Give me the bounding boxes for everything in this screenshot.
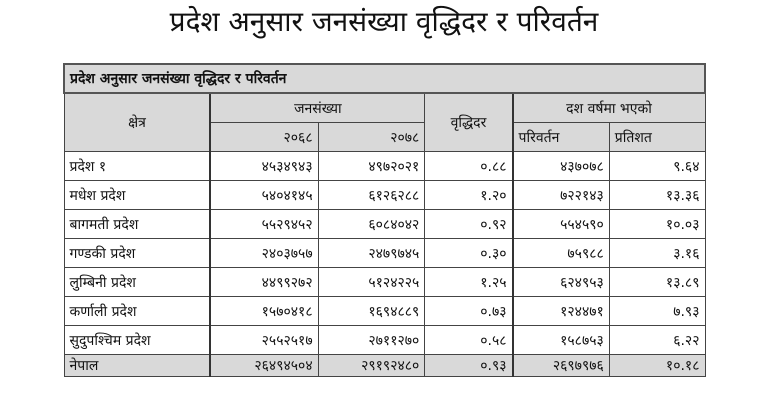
table-row: बागमती प्रदेश ५५२९४५२ ६०८४०४२ ०.९२ ५५४५९० १०.… bbox=[63, 209, 706, 239]
cell-pop2068: १५७०४१८ bbox=[209, 296, 319, 326]
header-change: परिवर्तन bbox=[512, 122, 610, 152]
header-region: क्षेत्र bbox=[63, 92, 212, 152]
table-row-total: नेपाल २६४९४५०४ २९१९२४८० ०.९३ २६९७९७६ १०.… bbox=[63, 354, 706, 377]
table-row: सुदुपश्चिम प्रदेश २५५२५१७ २७११२७० ०.५८ १५८७५… bbox=[63, 325, 706, 355]
cell-pop2068: ४४९९२७२ bbox=[209, 267, 319, 297]
cell-pop-2078: २९१९२४८० bbox=[317, 354, 426, 377]
cell-growth: १.२५ bbox=[424, 267, 514, 297]
cell-region: सुदुपश्चिम प्रदेश bbox=[63, 325, 212, 355]
cell-pop2078: २४७९७४५ bbox=[317, 238, 426, 268]
cell-region: लुम्बिनी प्रदेश bbox=[63, 267, 212, 297]
cell-region: कर्णाली प्रदेश bbox=[63, 296, 212, 326]
cell-growth: ०.५८ bbox=[424, 325, 514, 355]
table-row: मधेश प्रदेश ५४०४१४५ ६१२६२८८ १.२० ७२२१४३ १३.३६ bbox=[63, 180, 706, 210]
cell-region: मधेश प्रदेश bbox=[63, 180, 212, 210]
cell-growth: ०.७३ bbox=[424, 296, 514, 326]
cell-percent: ९.६४ bbox=[608, 151, 706, 181]
cell-change: ७५९८८ bbox=[512, 238, 610, 268]
cell-percent: ३.१६ bbox=[608, 238, 706, 268]
cell-region: गण्डकी प्रदेश bbox=[63, 238, 212, 268]
cell-growth: १.२० bbox=[424, 180, 514, 210]
table-row: कर्णाली प्रदेश १५७०४१८ १६९४८८९ ०.७३ १२४४७१ ७.… bbox=[63, 296, 706, 326]
cell-pop2078: १६९४८८९ bbox=[317, 296, 426, 326]
table-row: प्रदेश १ ४५३४९४३ ४९७२०२१ ०.८८ ४३७०७८ ९.६४ bbox=[63, 151, 706, 181]
cell-change: ५५४५९० bbox=[512, 209, 610, 239]
table-row: गण्डकी प्रदेश २४०३७५७ २४७९७४५ ०.३० ७५९८८ ३.१६ bbox=[63, 238, 706, 268]
cell-pop2068: ५४०४१४५ bbox=[209, 180, 319, 210]
cell-region: बागमती प्रदेश bbox=[63, 209, 212, 239]
cell-percent: १०.१८ bbox=[608, 354, 706, 377]
cell-percent: १०.०३ bbox=[608, 209, 706, 239]
header-growth-rate: वृद्धिदर bbox=[424, 92, 514, 152]
cell-change: ४३७०७८ bbox=[512, 151, 610, 181]
cell-percent: ६.२२ bbox=[608, 325, 706, 355]
cell-pop-2068: २६४९४५०४ bbox=[209, 354, 319, 377]
cell-pop2068: ५५२९४५२ bbox=[209, 209, 319, 239]
header-percent: प्रतिशत bbox=[608, 122, 706, 152]
cell-pop2078: ५१२४२२५ bbox=[317, 267, 426, 297]
cell-percent: १३.८९ bbox=[608, 267, 706, 297]
cell-change: ७२२१४३ bbox=[512, 180, 610, 210]
header-population: जनसंख्या bbox=[209, 92, 426, 123]
cell-region: प्रदेश १ bbox=[63, 151, 212, 181]
cell-change: १५८७५३ bbox=[512, 325, 610, 355]
cell-pop2078: २७११२७० bbox=[317, 325, 426, 355]
table-row: लुम्बिनी प्रदेश ४४९९२७२ ५१२४२२५ १.२५ ६२४९५३ १… bbox=[63, 267, 706, 297]
header-year-2078: २०७८ bbox=[317, 122, 426, 152]
header-ten-year: दश वर्षमा भएको bbox=[512, 92, 706, 123]
cell-region: नेपाल bbox=[63, 354, 212, 377]
cell-percent: १३.३६ bbox=[608, 180, 706, 210]
cell-pop2068: २४०३७५७ bbox=[209, 238, 319, 268]
cell-growth: ०.३० bbox=[424, 238, 514, 268]
cell-pop2078: ४९७२०२१ bbox=[317, 151, 426, 181]
cell-pop2068: २५५२५१७ bbox=[209, 325, 319, 355]
cell-change: ६२४९५३ bbox=[512, 267, 610, 297]
cell-growth: ०.९३ bbox=[424, 354, 514, 377]
cell-change: १२४४७१ bbox=[512, 296, 610, 326]
header-year-2068: २०६८ bbox=[209, 122, 319, 152]
cell-pop2068: ४५३४९४३ bbox=[209, 151, 319, 181]
table-caption: प्रदेश अनुसार जनसंख्या वृद्धिदर र परिवर्… bbox=[63, 63, 706, 94]
population-table: प्रदेश अनुसार जनसंख्या वृद्धिदर र परिवर्… bbox=[63, 63, 706, 377]
cell-pop2078: ६१२६२८८ bbox=[317, 180, 426, 210]
cell-growth: ०.९२ bbox=[424, 209, 514, 239]
page-title: प्रदेश अनुसार जनसंख्या वृद्धिदर र परिवर्… bbox=[169, 5, 599, 38]
cell-growth: ०.८८ bbox=[424, 151, 514, 181]
cell-pop2078: ६०८४०४२ bbox=[317, 209, 426, 239]
cell-change: २६९७९७६ bbox=[512, 354, 610, 377]
cell-percent: ७.९३ bbox=[608, 296, 706, 326]
